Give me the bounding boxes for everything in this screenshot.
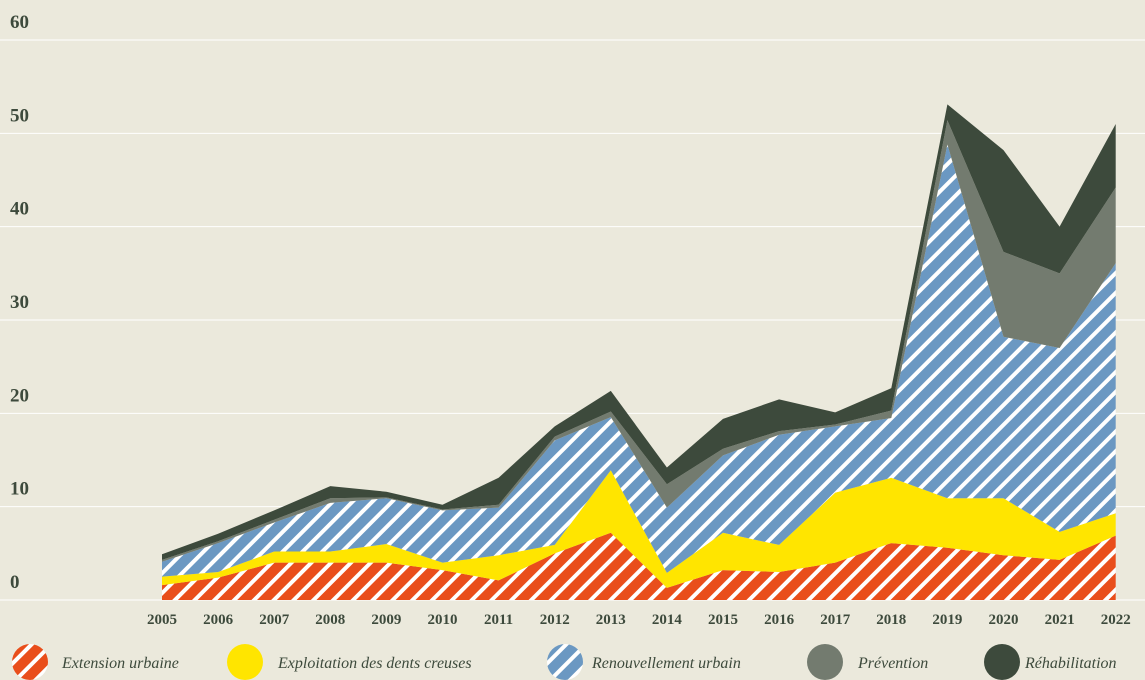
area (162, 532, 1116, 600)
x-tick-label: 2017 (820, 612, 851, 628)
y-tick-label: 40 (10, 199, 29, 220)
x-tick-label: 2009 (371, 612, 401, 628)
x-tick-label: 2008 (315, 612, 345, 628)
y-tick-label: 50 (10, 105, 29, 126)
x-tick-label: 2022 (1101, 612, 1131, 628)
x-tick-label: 2010 (428, 612, 458, 628)
x-tick-label: 2011 (484, 612, 513, 628)
x-tick-label: 2012 (540, 612, 570, 628)
y-tick-label: 30 (10, 292, 29, 313)
y-tick-label: 20 (10, 385, 29, 406)
x-tick-label: 2018 (876, 612, 906, 628)
x-tick-label: 2019 (932, 612, 962, 628)
x-tick-label: 2006 (203, 612, 234, 628)
legend-swatch (12, 644, 48, 680)
x-tick-label: 2014 (652, 612, 683, 628)
y-tick-label: 0 (10, 572, 20, 593)
x-tick-label: 2021 (1045, 612, 1075, 628)
legend-label: Extension urbaine (61, 655, 179, 672)
area (162, 144, 1116, 577)
legend-swatch (807, 644, 843, 680)
legend-swatch (984, 644, 1020, 680)
x-tick-label: 2007 (259, 612, 290, 628)
x-tick-label: 2015 (708, 612, 738, 628)
y-tick-label: 10 (10, 479, 29, 500)
legend-label: Exploitation des dents creuses (277, 655, 472, 672)
x-tick-label: 2020 (989, 612, 1019, 628)
x-tick-label: 2013 (596, 612, 626, 628)
legend-label: Renouvellement urbain (591, 655, 741, 672)
legend-label: Réhabilitation (1024, 655, 1117, 672)
y-tick-label: 60 (10, 12, 29, 33)
legend-swatch (547, 644, 583, 680)
x-tick-label: 2005 (147, 612, 177, 628)
legend-label: Prévention (857, 655, 928, 672)
area (162, 470, 1116, 588)
x-tick-label: 2016 (764, 612, 795, 628)
legend-swatch (227, 644, 263, 680)
